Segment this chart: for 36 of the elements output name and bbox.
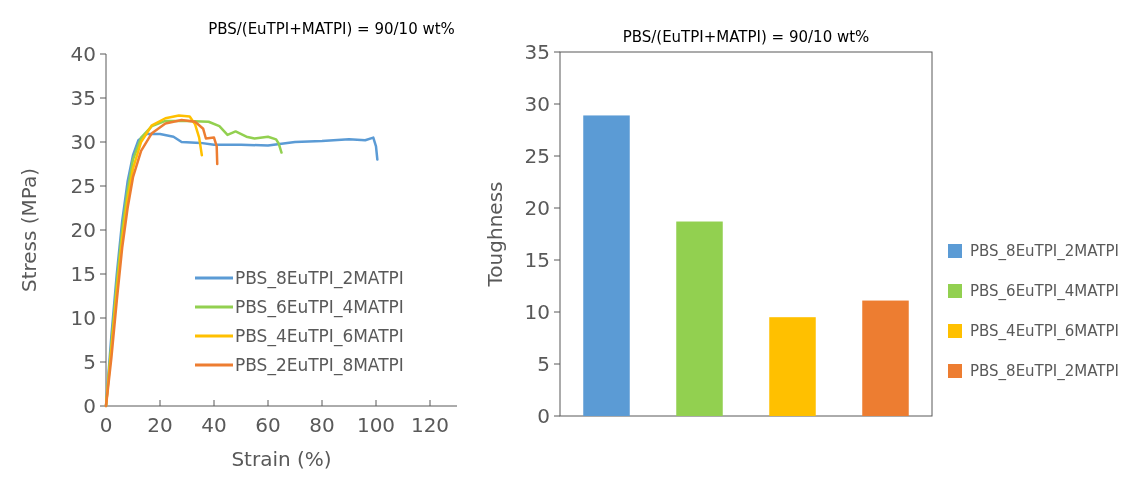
legend-label: PBS_8EuTPI_2MATPI	[970, 242, 1119, 262]
y-tick-label: 30	[524, 92, 550, 116]
x-tick-label: 0	[99, 413, 113, 437]
x-tick-label: 40	[201, 413, 227, 437]
y-tick-label: 25	[524, 144, 550, 168]
y-tick-label: 40	[70, 42, 96, 66]
legend-label: PBS_2EuTPI_8MATPI	[235, 354, 404, 376]
chart-title: PBS/(EuTPI+MATPI) = 90/10 wt%	[622, 28, 870, 46]
legend-label: PBS_4EuTPI_6MATPI	[970, 322, 1119, 342]
y-tick-label: 5	[537, 352, 550, 376]
legend-label: PBS_6EuTPI_4MATPI	[235, 296, 404, 318]
x-axis-title: Strain (%)	[231, 447, 332, 471]
legend-label: PBS_6EuTPI_4MATPI	[970, 282, 1119, 302]
y-axis-title: Stress (MPa)	[17, 167, 41, 293]
y-tick-label: 0	[83, 394, 96, 418]
x-tick-label: 120	[410, 413, 450, 437]
legend-label: PBS_8EuTPI_2MATPI	[235, 267, 404, 289]
y-tick-label: 15	[524, 248, 550, 272]
chart-title: PBS/(EuTPI+MATPI) = 90/10 wt%	[208, 20, 455, 38]
legend-label: PBS_4EuTPI_6MATPI	[235, 325, 404, 347]
y-tick-label: 25	[70, 174, 96, 198]
y-tick-label: 10	[70, 306, 96, 330]
y-tick-label: 35	[70, 86, 96, 110]
y-axis-title: Toughness	[483, 181, 507, 288]
x-tick-label: 100	[356, 413, 396, 437]
y-tick-label: 20	[70, 218, 96, 242]
legend-label: PBS_8EuTPI_2MATPI	[970, 362, 1119, 382]
x-tick-label: 80	[309, 413, 335, 437]
y-tick-label: 20	[524, 196, 550, 220]
x-tick-label: 20	[147, 413, 173, 437]
y-tick-label: 5	[83, 350, 96, 374]
y-tick-label: 10	[524, 300, 550, 324]
y-tick-label: 30	[70, 130, 96, 154]
y-tick-label: 15	[70, 262, 96, 286]
x-tick-label: 60	[255, 413, 281, 437]
y-tick-label: 35	[524, 40, 550, 64]
